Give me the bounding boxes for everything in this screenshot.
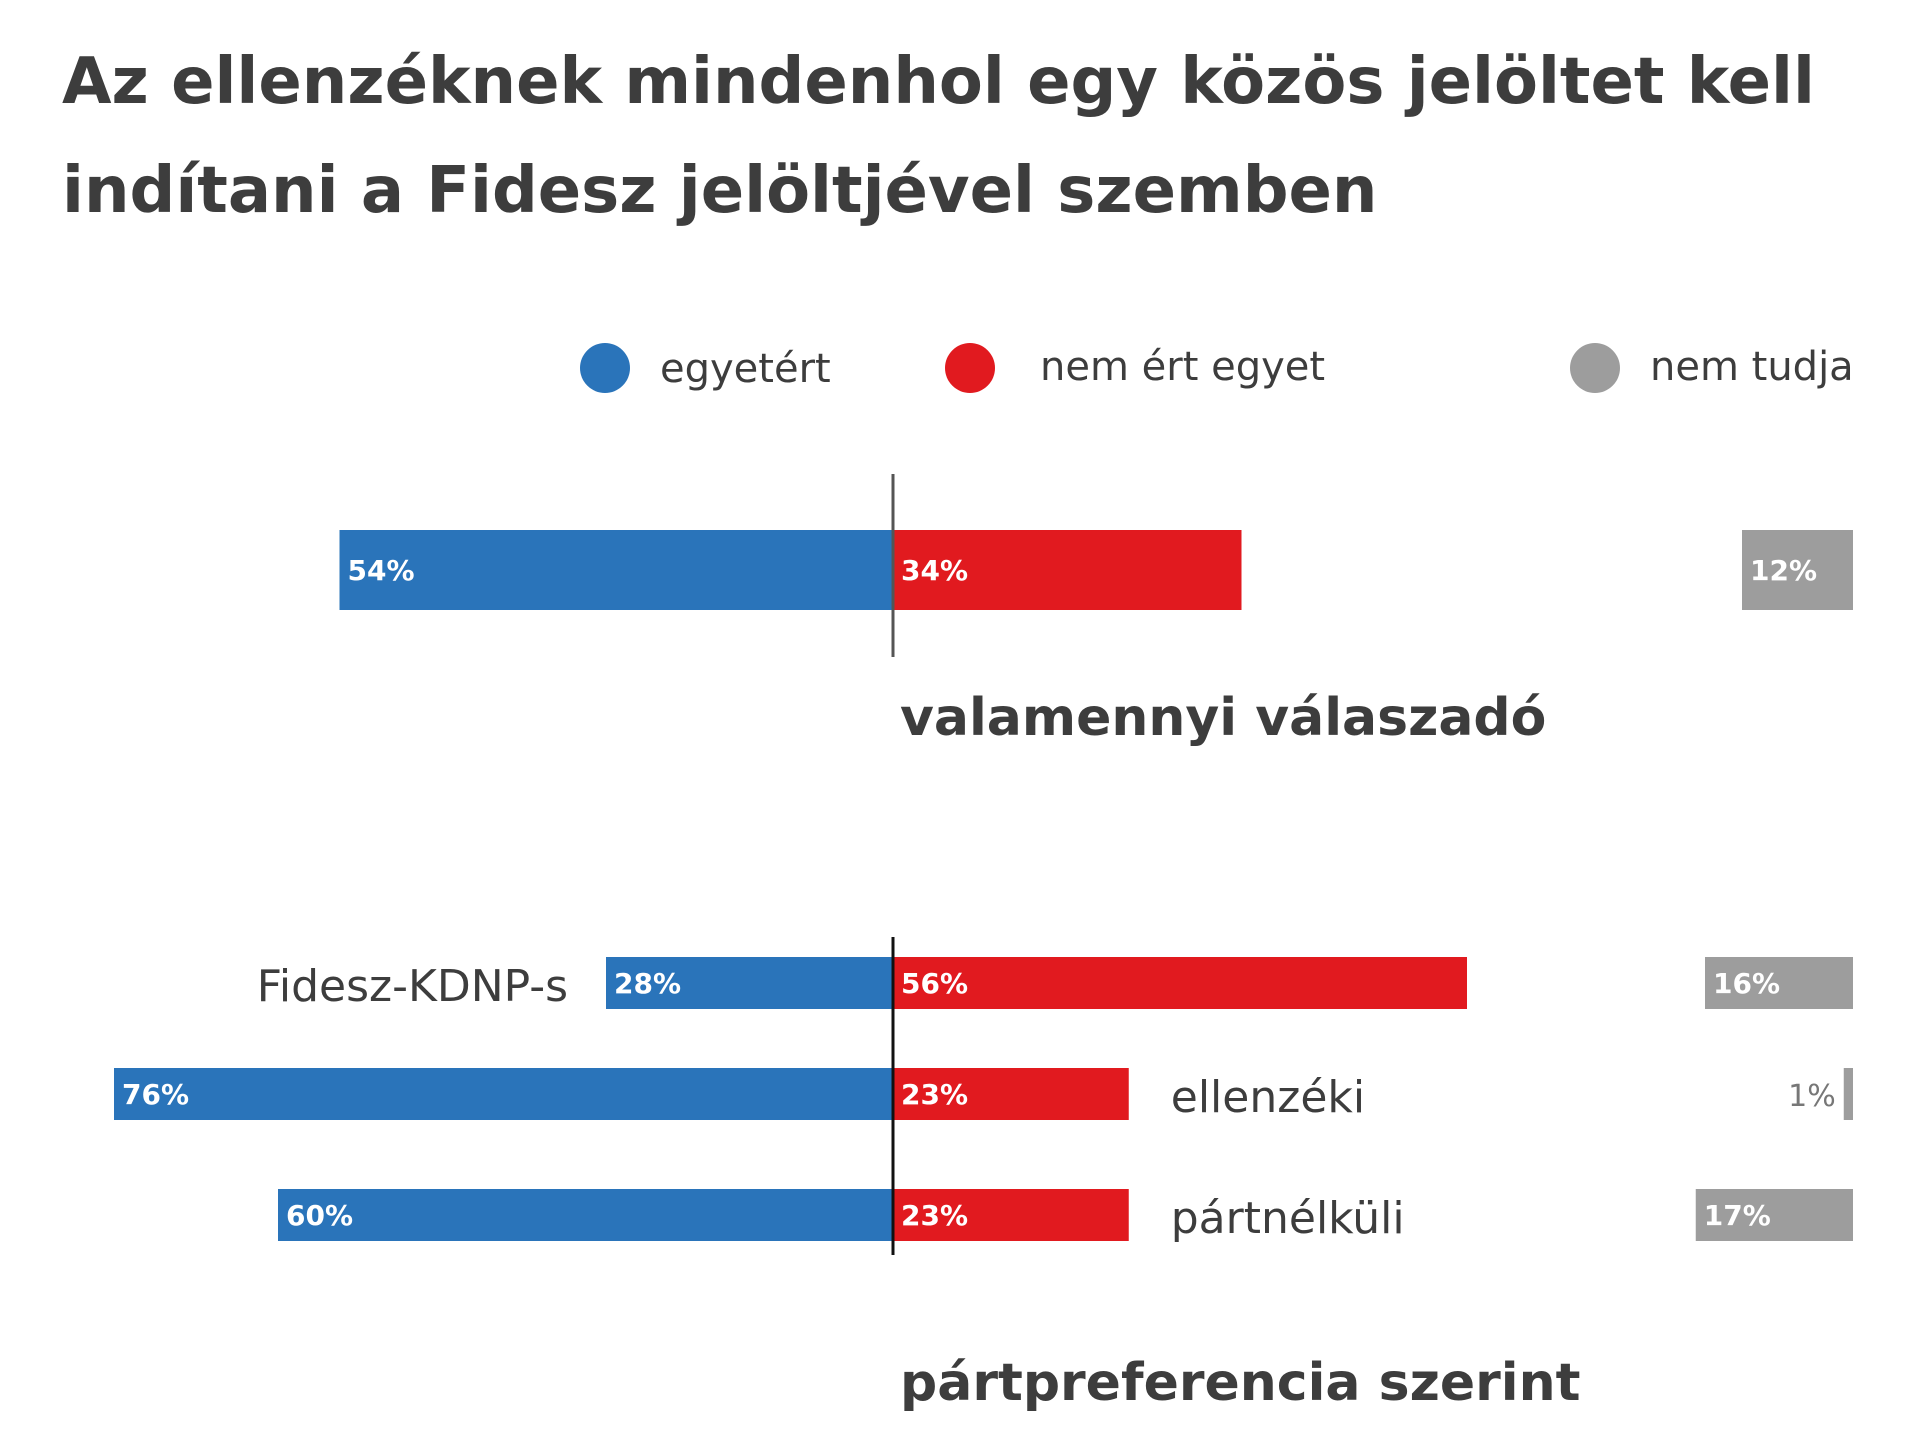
legend-dot-gray [1570, 343, 1620, 393]
bar-disagree [893, 957, 1467, 1009]
category-label: pártnélküli [1171, 1193, 1405, 1244]
bar-label-agree: 76% [122, 1078, 189, 1111]
bar-label-dontknow: 12% [1750, 554, 1817, 587]
bar-label-disagree: 34% [901, 554, 968, 587]
category-label: Fidesz-KDNP-s [257, 961, 568, 1012]
bar-label-dontknow: 1% [1788, 1079, 1836, 1114]
bar-label-dontknow: 16% [1713, 967, 1780, 1000]
bar-agree [278, 1189, 893, 1241]
chart-title-line-2: indítani a Fidesz jelöltjével szemben [62, 154, 1377, 228]
panel-by-party: pártpreferencia szerint 28% 56% 16% Fidesz-… [114, 937, 1853, 1413]
panel-all-respondents: valamennyi válaszadó 54% 34% 12% [339, 474, 1853, 748]
bar-agree [606, 957, 893, 1009]
panel-title-by-party: pártpreferencia szerint [900, 1353, 1580, 1413]
bar-dontknow [1843, 1068, 1853, 1120]
legend-label-disagree: nem ért egyet [1040, 344, 1325, 390]
bar-label-disagree: 23% [901, 1199, 968, 1232]
bar-disagree [893, 530, 1242, 610]
bar-label-disagree: 56% [901, 967, 968, 1000]
bar-disagree [893, 1068, 1129, 1120]
bar-dontknow [1742, 530, 1853, 610]
bar-label-disagree: 23% [901, 1078, 968, 1111]
bar-label-agree: 28% [614, 967, 681, 1000]
bar-agree [114, 1068, 893, 1120]
panel-title-all-respondents: valamennyi válaszadó [900, 688, 1546, 748]
legend-label-dontknow: nem tudja [1650, 344, 1854, 390]
legend-label-agree: egyetért [660, 346, 831, 392]
bar-label-agree: 60% [286, 1199, 353, 1232]
bar-label-agree: 54% [348, 554, 415, 587]
bar-agree [339, 530, 893, 610]
category-label: ellenzéki [1171, 1072, 1365, 1123]
legend-dot-blue [580, 343, 630, 393]
legend: egyetért nem ért egyet nem tudja [580, 343, 1854, 393]
bar-dontknow [1695, 1189, 1853, 1241]
legend-dot-red [945, 343, 995, 393]
bar-label-dontknow: 17% [1704, 1199, 1771, 1232]
bar-disagree [893, 1189, 1129, 1241]
chart-title-line-1: Az ellenzéknek mindenhol egy közös jelöl… [62, 45, 1815, 119]
bar-dontknow [1705, 957, 1853, 1009]
